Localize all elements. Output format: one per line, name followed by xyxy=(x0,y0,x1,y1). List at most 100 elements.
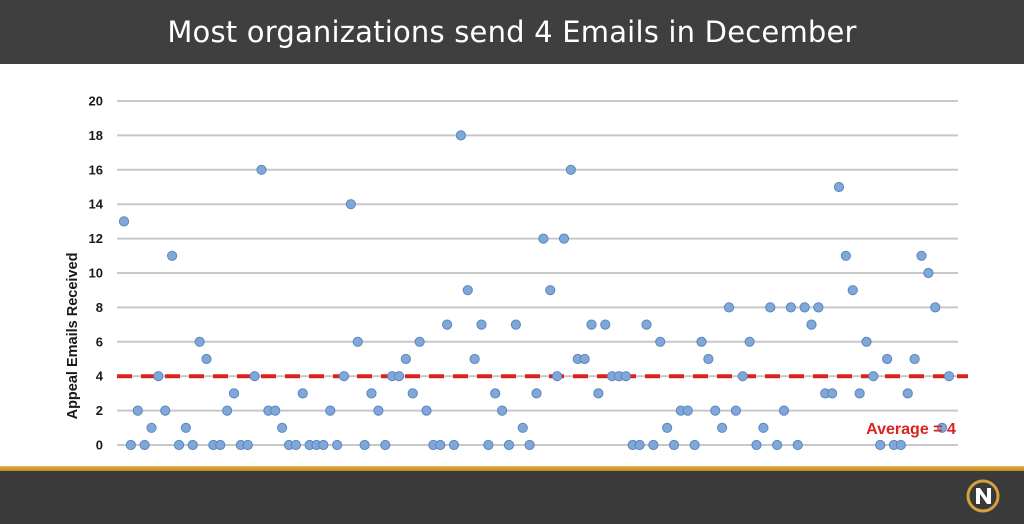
data-point xyxy=(696,336,707,347)
footer-bar xyxy=(0,471,1024,524)
data-point xyxy=(503,439,515,451)
data-point xyxy=(517,422,528,433)
data-point xyxy=(242,439,253,451)
data-point xyxy=(290,439,301,451)
data-point xyxy=(524,439,535,451)
data-point xyxy=(277,422,288,433)
data-point xyxy=(359,439,370,451)
data-point xyxy=(778,405,790,416)
data-point xyxy=(469,353,480,365)
data-point xyxy=(662,422,673,433)
data-point xyxy=(510,319,521,330)
data-point xyxy=(270,405,281,416)
data-point xyxy=(785,302,796,313)
scatter-chart: 0 2 4 6 8 10 12 14 16 18 20 Appeal Emails Received… xyxy=(65,94,968,453)
y-tick-label: 14 xyxy=(89,197,104,212)
data-point xyxy=(833,181,845,193)
data-point xyxy=(827,388,838,399)
y-tick-label: 16 xyxy=(89,162,103,177)
data-point xyxy=(737,371,748,382)
data-point xyxy=(125,439,136,451)
data-point xyxy=(937,422,948,433)
data-point xyxy=(118,216,130,227)
data-point xyxy=(717,422,728,433)
data-point xyxy=(930,302,941,313)
data-point xyxy=(393,371,405,382)
data-point xyxy=(414,336,425,347)
data-point xyxy=(256,164,267,175)
data-point xyxy=(840,250,851,261)
data-point xyxy=(751,439,762,451)
data-point xyxy=(407,388,418,399)
footer-accent-stripe xyxy=(0,466,1024,471)
data-point xyxy=(620,371,631,382)
data-point xyxy=(497,405,508,416)
data-point xyxy=(882,353,893,365)
data-point xyxy=(442,319,453,330)
data-point xyxy=(565,164,576,175)
data-point xyxy=(943,371,955,382)
data-point xyxy=(400,353,411,365)
data-point xyxy=(641,319,652,330)
y-axis-label: Appeal Emails Received xyxy=(65,253,81,420)
data-point xyxy=(558,233,570,244)
y-tick-label: 2 xyxy=(96,403,103,418)
data-point xyxy=(325,405,336,416)
data-point xyxy=(332,439,343,451)
data-point xyxy=(146,422,157,433)
data-point xyxy=(758,422,769,433)
data-point xyxy=(545,285,556,296)
average-label: Average = 4 xyxy=(866,421,956,438)
data-point xyxy=(173,439,185,451)
data-point xyxy=(167,250,178,261)
data-point xyxy=(868,371,879,382)
page-title: Most organizations send 4 Emails in Dece… xyxy=(167,15,857,49)
data-point xyxy=(222,405,233,416)
data-point xyxy=(854,388,865,399)
data-point xyxy=(132,405,143,416)
data-point xyxy=(593,388,604,399)
data-point xyxy=(421,405,432,416)
data-point xyxy=(689,439,700,451)
data-point xyxy=(648,439,659,451)
data-point xyxy=(806,319,817,330)
data-point xyxy=(160,405,171,416)
data-point xyxy=(194,336,205,347)
y-tick-label: 4 xyxy=(96,369,104,384)
title-bar: Most organizations send 4 Emails in Dece… xyxy=(0,0,1024,64)
data-point xyxy=(792,439,803,451)
data-point xyxy=(153,371,164,382)
y-tick-label: 18 xyxy=(89,128,103,143)
data-point xyxy=(228,388,240,399)
chart-area: 0 2 4 6 8 10 12 14 16 18 20 Appeal Emails Received… xyxy=(0,64,1024,466)
data-point xyxy=(703,353,714,365)
data-point xyxy=(483,439,494,451)
data-point xyxy=(909,353,920,365)
data-point xyxy=(847,285,858,296)
data-point xyxy=(187,439,198,451)
data-point xyxy=(895,439,906,451)
data-point xyxy=(723,302,735,313)
data-point xyxy=(902,388,913,399)
data-point xyxy=(552,371,563,382)
data-point xyxy=(201,353,212,365)
data-point xyxy=(180,422,191,433)
data-point xyxy=(297,388,308,399)
data-point xyxy=(462,285,473,296)
data-point xyxy=(744,336,755,347)
y-tick-label: 8 xyxy=(96,300,103,315)
data-point xyxy=(373,405,384,416)
data-point xyxy=(730,405,741,416)
data-point xyxy=(345,199,356,210)
data-point xyxy=(861,336,872,347)
data-point xyxy=(655,336,666,347)
data-point xyxy=(476,319,487,330)
data-point xyxy=(448,439,460,451)
data-point xyxy=(765,302,776,313)
data-point xyxy=(366,388,377,399)
data-point xyxy=(813,302,824,313)
data-point xyxy=(586,319,597,330)
nucleus-n-logo-icon xyxy=(966,479,1000,513)
data-point xyxy=(634,439,645,451)
data-point xyxy=(490,388,501,399)
